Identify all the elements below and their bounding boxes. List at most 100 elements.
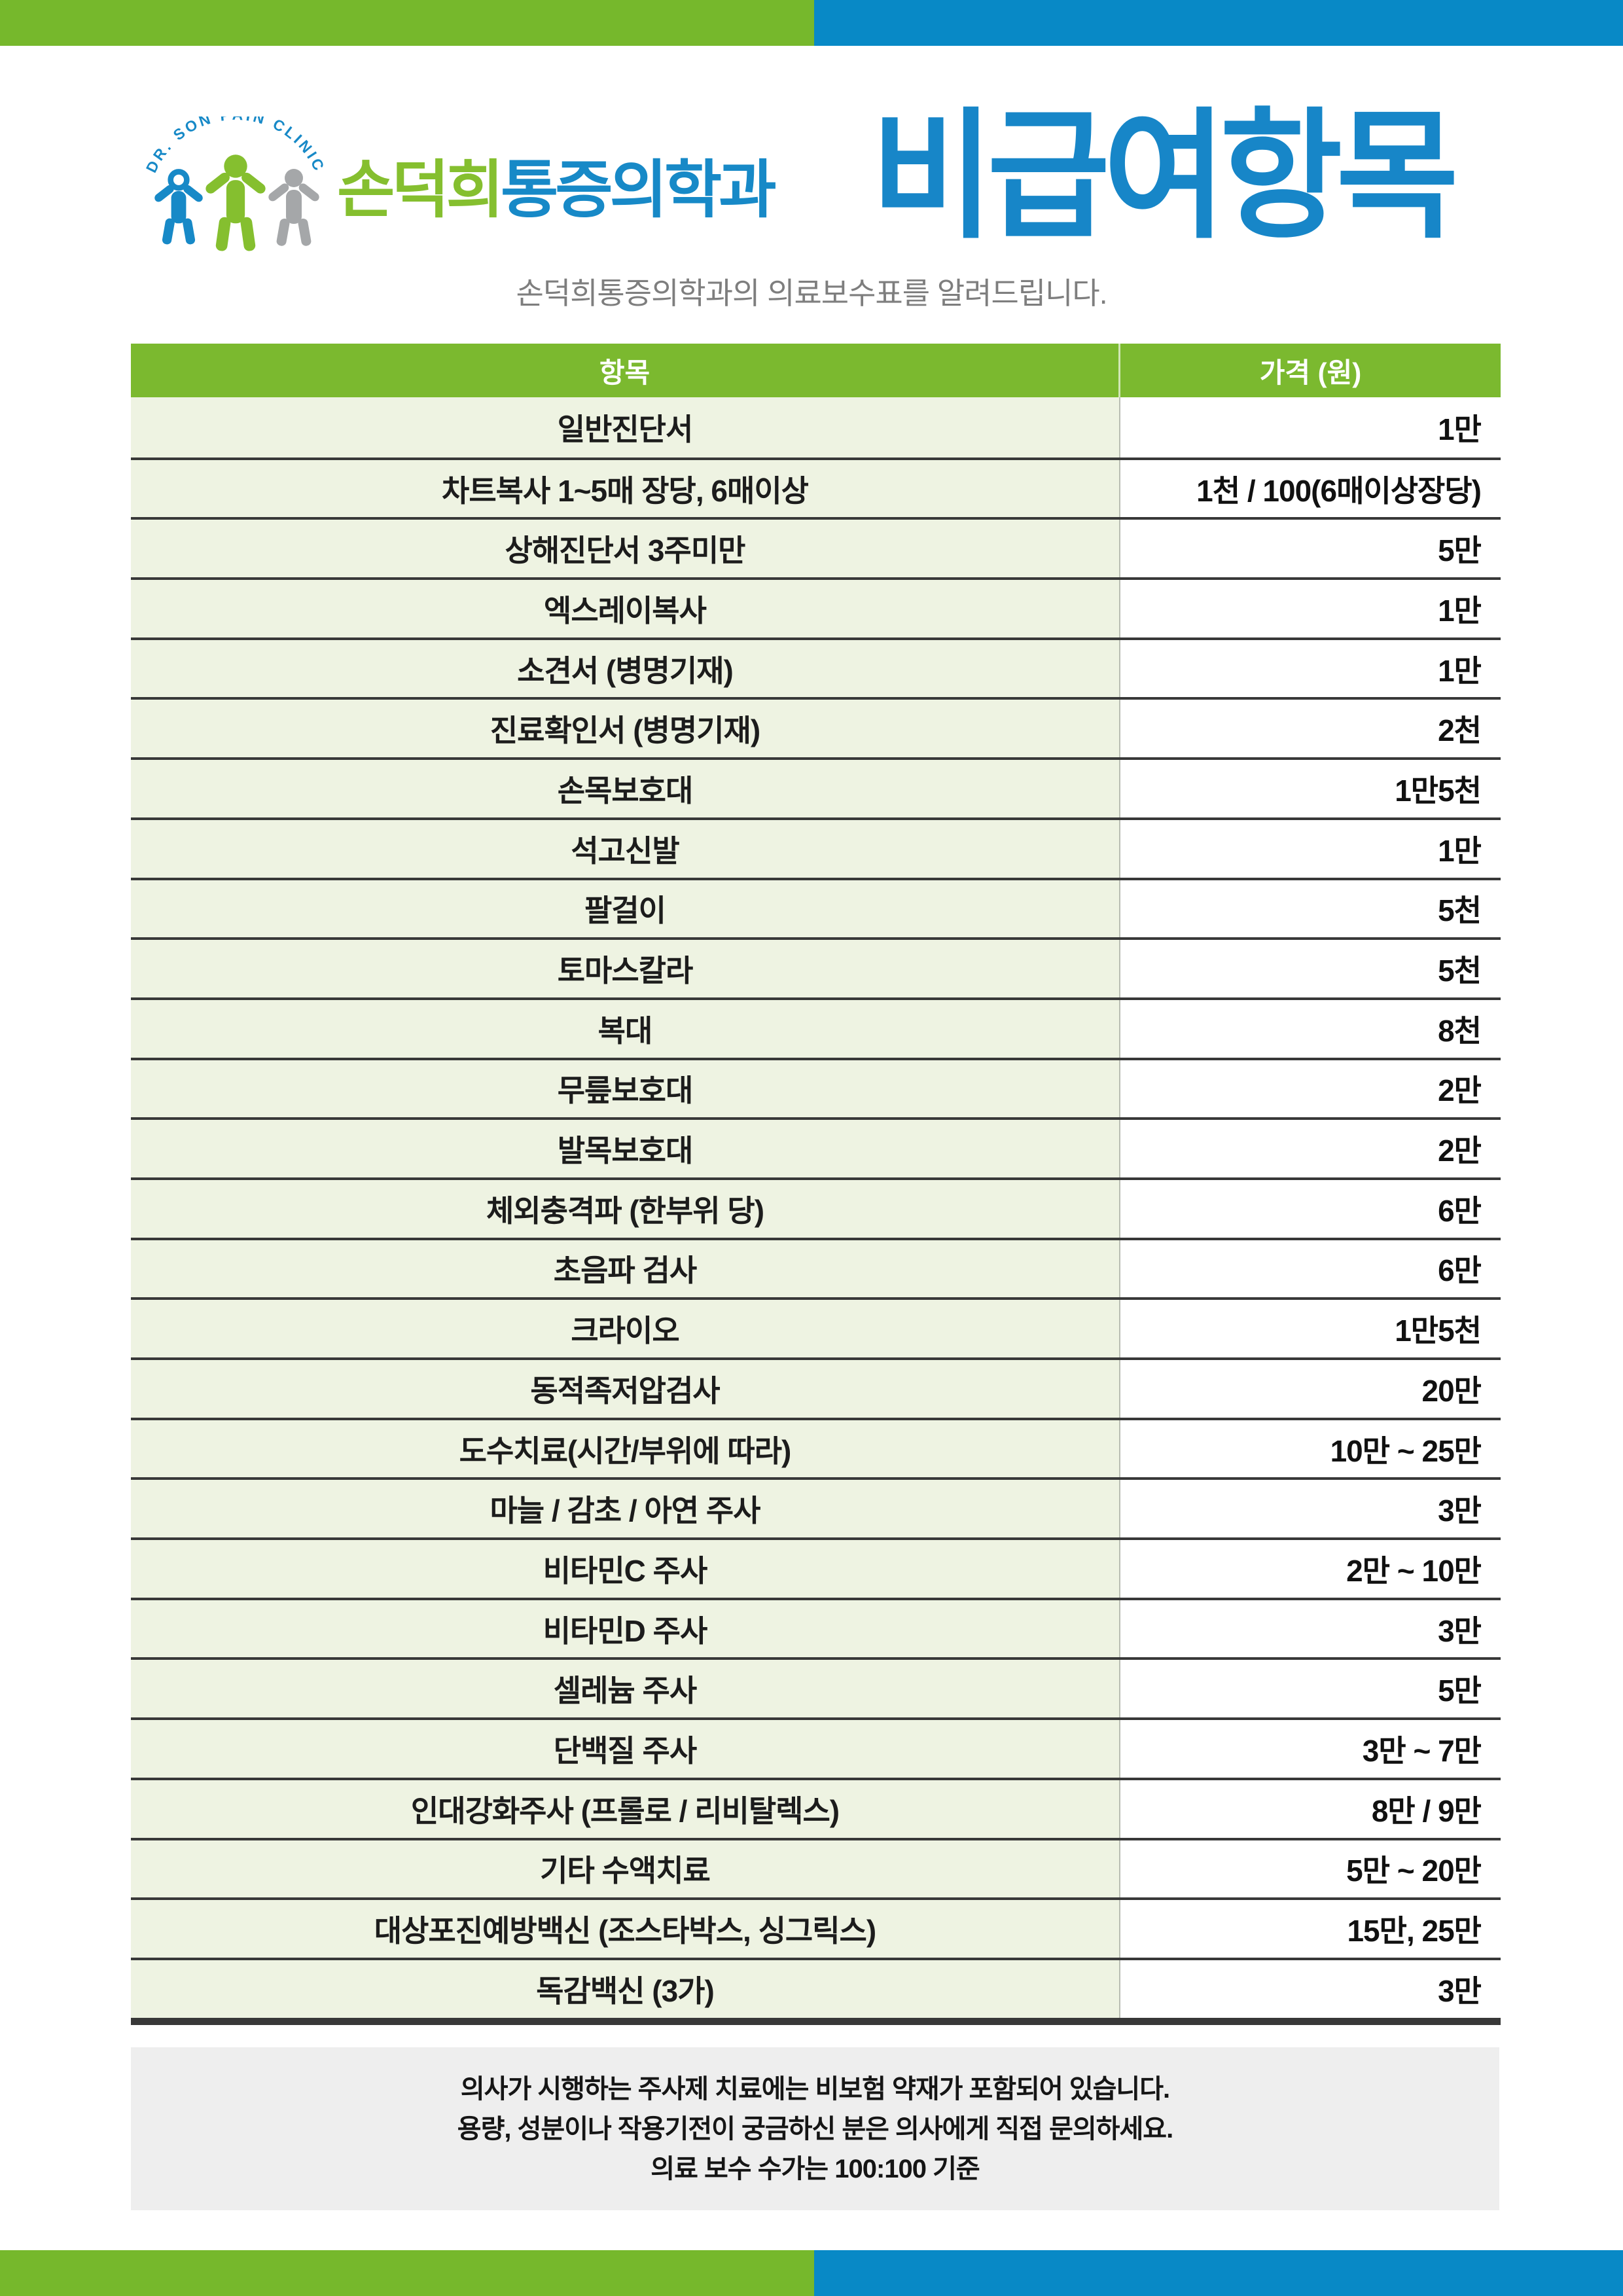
person-figure-green <box>205 154 266 251</box>
item-cell: 복대 <box>131 999 1120 1058</box>
price-cell: 1만 <box>1120 580 1501 637</box>
page-subtitle: 손덕희통증의학과의 의료보수표를 알려드립니다. <box>516 276 1107 310</box>
table-row: 일반진단서 1만 <box>131 397 1501 457</box>
item-cell: 토마스칼라 <box>131 940 1120 997</box>
column-header-price: 가격 (원) <box>1259 357 1362 388</box>
notice-line-3: 의료 보수 수가는 100:100 기준 <box>651 2154 980 2183</box>
price-cell: 8천 <box>1120 999 1501 1058</box>
price-cell: 6만 <box>1120 1240 1501 1298</box>
table-row: 비타민C 주사 2만 ~ 10만 <box>131 1537 1501 1598</box>
table-row: 상해진단서 3주미만 5만 <box>131 517 1501 578</box>
table-row: 석고신발 1만 <box>131 817 1501 878</box>
price-cell: 10만 ~ 25만 <box>1120 1420 1501 1478</box>
item-cell: 독감백신 (3가) <box>131 1960 1120 2018</box>
table-row: 진료확인서 (병명기재) 2천 <box>131 697 1501 758</box>
item-cell: 팔걸이 <box>131 880 1120 938</box>
item-cell: 손목보호대 <box>131 760 1120 817</box>
bottom-bar-green <box>0 2250 814 2296</box>
notice-line-1: 의사가 시행하는 주사제 치료에는 비보험 약재가 포함되어 있습니다. <box>460 2074 1170 2104</box>
item-cell: 크라이오 <box>131 1300 1120 1357</box>
price-cell: 1만 <box>1120 397 1501 457</box>
table-bottom-border <box>131 2017 1501 2025</box>
item-cell: 진료확인서 (병명기재) <box>131 700 1120 758</box>
table-row: 단백질 주사 3만 ~ 7만 <box>131 1717 1501 1778</box>
price-cell: 15만, 25만 <box>1120 1900 1501 1958</box>
table-row: 무릎보호대 2만 <box>131 1057 1501 1118</box>
item-cell: 마늘 / 감초 / 아연 주사 <box>131 1480 1120 1538</box>
price-cell: 2만 <box>1120 1060 1501 1118</box>
price-cell: 3만 <box>1120 1960 1501 2018</box>
clinic-name-blue: 통증의학과 <box>500 155 777 225</box>
item-cell: 무릎보호대 <box>131 1060 1120 1118</box>
price-cell: 2만 <box>1120 1120 1501 1177</box>
price-cell: 5만 ~ 20만 <box>1120 1840 1501 1898</box>
top-bar-blue <box>814 0 1623 46</box>
person-figure-blue <box>154 169 203 245</box>
price-cell: 1만5천 <box>1120 1300 1501 1357</box>
table-row: 토마스칼라 5천 <box>131 937 1501 997</box>
item-cell: 일반진단서 <box>131 397 1120 457</box>
item-cell: 차트복사 1~5매 장당, 6매이상 <box>131 459 1120 518</box>
column-header-item: 항목 <box>131 344 1120 397</box>
item-cell: 소견서 (병명기재) <box>131 639 1120 698</box>
table-row: 기타 수액치료 5만 ~ 20만 <box>131 1837 1501 1898</box>
table-row: 동적족저압검사 20만 <box>131 1357 1501 1418</box>
price-cell: 3만 ~ 7만 <box>1120 1720 1501 1778</box>
price-cell: 2만 ~ 10만 <box>1120 1540 1501 1598</box>
clinic-name-green: 손덕희 <box>337 155 504 225</box>
item-cell: 인대강화주사 (프롤로 / 리비탈렉스) <box>131 1780 1120 1838</box>
item-cell: 상해진단서 3주미만 <box>131 520 1120 578</box>
table-row: 크라이오 1만5천 <box>131 1297 1501 1357</box>
table-header-row: 항목 가격 (원) <box>131 344 1501 397</box>
item-cell: 단백질 주사 <box>131 1720 1120 1778</box>
item-cell: 동적족저압검사 <box>131 1360 1120 1418</box>
item-cell: 도수치료(시간/부위에 따라) <box>131 1420 1120 1478</box>
price-cell: 5만 <box>1120 1660 1501 1718</box>
table-row: 소견서 (병명기재) 1만 <box>131 637 1501 698</box>
price-cell: 20만 <box>1120 1360 1501 1418</box>
page-title: 비급여항목 <box>870 98 1459 255</box>
table-row: 대상포진예방백신 (조스타박스, 싱그릭스) 15만, 25만 <box>131 1897 1501 1958</box>
table-row: 도수치료(시간/부위에 따라) 10만 ~ 25만 <box>131 1417 1501 1478</box>
price-cell: 1만5천 <box>1120 760 1501 817</box>
price-cell: 5만 <box>1120 520 1501 578</box>
table-row: 복대 8천 <box>131 997 1501 1058</box>
price-cell: 8만 / 9만 <box>1120 1780 1501 1838</box>
clinic-logo-graphic: DR. SON PAIN CLINIC <box>143 106 326 251</box>
price-cell: 6만 <box>1120 1179 1501 1238</box>
item-cell: 기타 수액치료 <box>131 1840 1120 1898</box>
table-row: 마늘 / 감초 / 아연 주사 3만 <box>131 1477 1501 1538</box>
top-bar-green <box>0 0 814 46</box>
table-row: 셀레늄 주사 5만 <box>131 1657 1501 1718</box>
item-cell: 초음파 검사 <box>131 1240 1120 1298</box>
table-row: 차트복사 1~5매 장당, 6매이상 1천 / 100(6매이상장당) <box>131 457 1501 518</box>
table-row: 팔걸이 5천 <box>131 877 1501 938</box>
item-cell: 비타민D 주사 <box>131 1600 1120 1658</box>
item-cell: 셀레늄 주사 <box>131 1660 1120 1718</box>
item-cell: 석고신발 <box>131 819 1120 878</box>
table-row: 독감백신 (3가) 3만 <box>131 1957 1501 2018</box>
price-table: 항목 가격 (원) 일반진단서 1만 차트복사 1~5매 장당, 6매이상 1천… <box>131 344 1501 2025</box>
table-row: 엑스레이복사 1만 <box>131 577 1501 637</box>
price-cell: 1천 / 100(6매이상장당) <box>1120 459 1501 518</box>
table-row: 비타민D 주사 3만 <box>131 1597 1501 1658</box>
clinic-logo: DR. SON PAIN CLINIC <box>134 106 337 254</box>
price-cell: 5천 <box>1120 940 1501 997</box>
table-body: 일반진단서 1만 차트복사 1~5매 장당, 6매이상 1천 / 100(6매이… <box>131 397 1501 2018</box>
price-cell: 3만 <box>1120 1600 1501 1658</box>
person-figure-gray <box>268 169 319 246</box>
price-cell: 1만 <box>1120 639 1501 698</box>
price-cell: 1만 <box>1120 819 1501 878</box>
item-cell: 비타민C 주사 <box>131 1540 1120 1598</box>
table-row: 인대강화주사 (프롤로 / 리비탈렉스) 8만 / 9만 <box>131 1777 1501 1838</box>
notice-line-2: 용량, 성분이나 작용기전이 궁금하신 분은 의사에게 직접 문의하세요. <box>457 2114 1173 2144</box>
table-row: 손목보호대 1만5천 <box>131 757 1501 817</box>
bottom-bar-blue <box>814 2250 1623 2296</box>
price-cell: 2천 <box>1120 700 1501 758</box>
notice-box: 의사가 시행하는 주사제 치료에는 비보험 약재가 포함되어 있습니다. 용량,… <box>131 2047 1499 2210</box>
price-cell: 5천 <box>1120 880 1501 938</box>
item-cell: 엑스레이복사 <box>131 580 1120 637</box>
price-cell: 3만 <box>1120 1480 1501 1538</box>
clinic-name: 손덕희통증의학과 <box>337 159 777 222</box>
